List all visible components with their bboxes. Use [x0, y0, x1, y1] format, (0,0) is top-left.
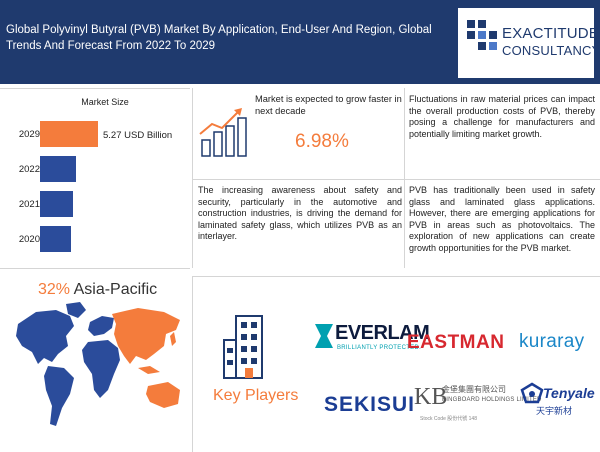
region-share: 32% Asia-Pacific	[38, 281, 157, 299]
divider	[192, 179, 600, 180]
year-label-2020: 2020	[18, 234, 40, 245]
kingboard-stock-code: Stock Code 股份代號 148	[420, 416, 477, 422]
bar-2029	[40, 121, 98, 147]
kingboard-name-en: KINGBOARD HOLDINGS LIMITED	[442, 397, 542, 403]
map-north-america	[16, 310, 74, 364]
eastman-logo: EASTMAN	[407, 332, 505, 353]
map-africa	[82, 340, 120, 398]
cagr-value: 6.98%	[295, 131, 349, 152]
divider	[192, 276, 600, 277]
map-indonesia	[138, 366, 160, 374]
driver-paragraph: The increasing awareness about safety an…	[198, 185, 402, 242]
bar-2021	[40, 191, 73, 217]
year-label-2021: 2021	[18, 199, 40, 210]
year-label-2022: 2022	[18, 164, 40, 175]
bar-2022	[40, 156, 76, 182]
map-south-america	[44, 366, 74, 426]
key-players-label: Key Players	[213, 387, 299, 404]
growth-statement: Market is expected to grow faster in nex…	[255, 94, 402, 116]
region-percent: 32%	[38, 281, 71, 298]
divider	[192, 88, 193, 268]
map-japan	[170, 332, 176, 346]
tenyale-name-cn: 天宇新材	[536, 406, 573, 416]
tenyale-logo-text: Tenyale	[543, 385, 595, 401]
world-map	[16, 302, 180, 426]
year-label-2029: 2029	[18, 129, 40, 140]
tenyale-logo-icon	[520, 382, 544, 404]
map-greenland	[66, 302, 86, 318]
kuraray-logo: kuraray	[519, 331, 585, 352]
restraint-paragraph: Fluctuations in raw material prices can …	[409, 94, 595, 139]
divider	[0, 268, 190, 269]
growth-chart-icon	[199, 108, 247, 157]
chart-title: Market Size	[81, 97, 129, 107]
map-europe	[88, 316, 114, 336]
everlam-tagline: BRILLIANTLY PROTECTED.	[337, 345, 422, 351]
page-title: Global Polyvinyl Butyral (PVB) Market By…	[6, 24, 432, 52]
building-icon	[223, 315, 263, 379]
logo-text-line1: EXACTITUDE	[502, 25, 600, 42]
sekisui-logo: SEKISUI	[324, 393, 416, 416]
everlam-logo-text: EVERLAM	[335, 322, 430, 344]
logo-text-line2: CONSULTANCY	[502, 43, 600, 58]
divider	[192, 276, 193, 452]
opportunity-paragraph: PVB has traditionally been used in safet…	[409, 185, 595, 253]
map-asia-pacific	[112, 308, 180, 364]
everlam-logo-icon	[315, 324, 333, 348]
bar-2020	[40, 226, 71, 252]
divider	[0, 88, 190, 89]
kingboard-name-cn: 金堡集團有限公司	[442, 385, 506, 394]
map-australia	[146, 382, 180, 408]
kingboard-logo-mark: KB	[414, 384, 448, 410]
data-label-2029: 5.27 USD Billion	[103, 130, 173, 141]
divider	[404, 88, 405, 268]
exactitude-logo-icon	[466, 19, 498, 55]
region-name: Asia-Pacific	[73, 281, 158, 298]
